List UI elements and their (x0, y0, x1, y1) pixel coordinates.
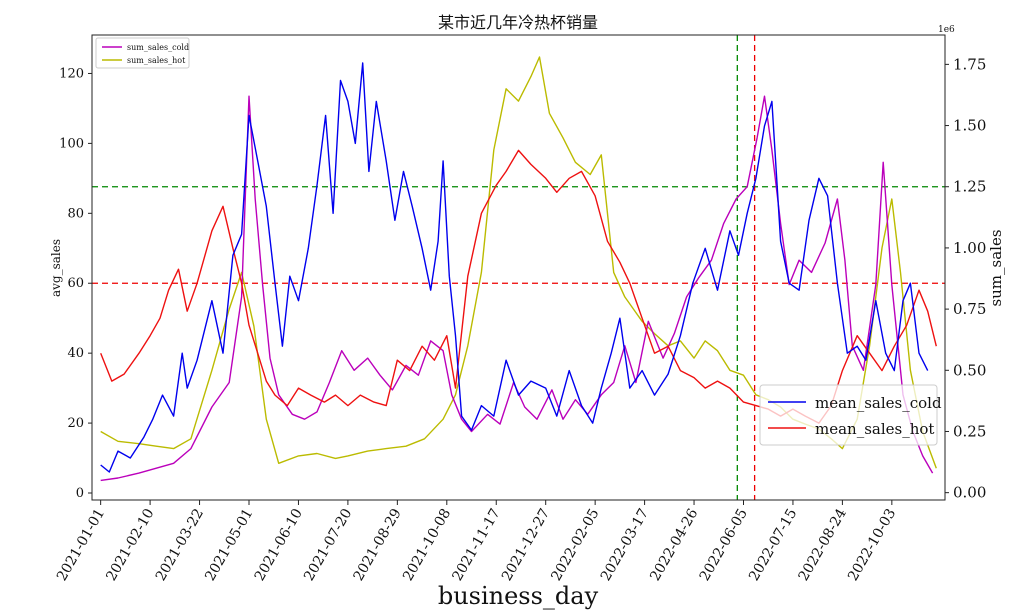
x-tick-label: 2022-02-05 (548, 506, 602, 584)
y-left-tick-label: 80 (67, 206, 84, 221)
y-left-tick-label: 60 (67, 276, 84, 291)
x-tick-label: 2021-05-01 (202, 506, 256, 584)
y-right-tick-label: 0.25 (953, 422, 986, 440)
legend-right: mean_sales_cold mean_sales_hot (759, 384, 942, 446)
x-tick-label: 2022-07-15 (746, 506, 800, 584)
chart-title: 某市近几年冷热杯销量 (438, 13, 598, 32)
x-tick-label: 2022-08-24 (796, 506, 850, 584)
y-right-tick-label: 1.25 (953, 178, 986, 196)
x-tick-label: 2022-03-17 (598, 506, 652, 584)
x-tick-label: 2021-12-27 (499, 506, 553, 584)
legend-top-left: sum_sales_cold sum_sales_hot (95, 37, 190, 69)
y-left-tick-label: 20 (67, 416, 84, 431)
series-line-sum-sales-cold (100, 95, 934, 482)
x-tick-label: 2021-11-17 (449, 506, 503, 584)
legend-label-mean-hot: mean_sales_hot (815, 420, 934, 438)
right-axis-offset: 1e6 (938, 25, 955, 35)
x-tick-label: 2021-08-29 (351, 506, 405, 584)
y-right-tick-label: 1.00 (953, 239, 986, 257)
legend-label-mean-cold: mean_sales_cold (815, 394, 942, 412)
legend-right-box (759, 384, 938, 446)
x-tick-label: 2022-04-26 (647, 506, 701, 584)
y-left-tick-label: 120 (59, 66, 84, 81)
x-tick-label: 2021-07-20 (301, 506, 355, 584)
x-tick-label: 2021-03-22 (153, 506, 207, 584)
y-axis-label-right: sum_sales (987, 229, 1005, 306)
y-right-tick-label: 1.75 (953, 55, 986, 73)
y-right-tick-label: 0.00 (953, 484, 986, 502)
y-left-tick-label: 40 (67, 346, 84, 361)
x-tick-label: 2022-06-05 (697, 506, 751, 584)
y-left-tick-label: 100 (59, 136, 84, 151)
legend-label-sum-hot: sum_sales_hot (127, 56, 186, 65)
x-tick-label: 2022-10-03 (845, 506, 899, 584)
y-right-tick-label: 1.50 (953, 117, 986, 135)
legend-label-sum-cold: sum_sales_cold (127, 43, 189, 52)
y-left-tick-label: 0 (76, 486, 84, 501)
x-tick-label: 2021-02-10 (103, 506, 157, 584)
y-right-tick-label: 0.75 (953, 300, 986, 318)
series-line-mean-sales-cold (100, 62, 929, 473)
x-tick-label: 2021-01-01 (54, 506, 108, 584)
y-axis-label-left: avg_sales (49, 239, 63, 297)
x-axis-label: business_day (438, 582, 599, 610)
x-tick-label: 2021-10-08 (400, 506, 454, 584)
y-right-tick-label: 0.50 (953, 361, 986, 379)
plot-frame (91, 34, 946, 501)
x-tick-label: 2021-06-10 (252, 506, 306, 584)
